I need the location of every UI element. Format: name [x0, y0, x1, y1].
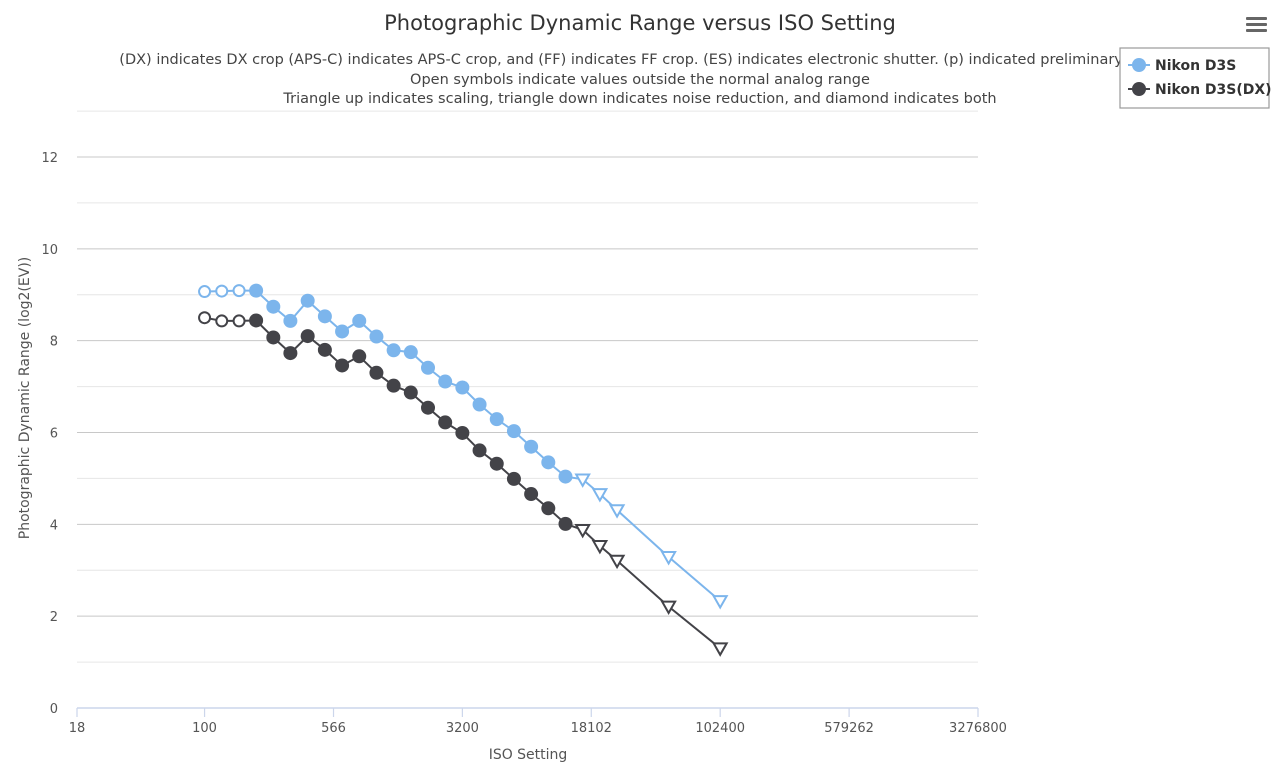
legend-marker [1132, 82, 1146, 96]
x-tick-label: 100 [192, 721, 217, 736]
chart-subtitle: (DX) indicates DX crop (APS-C) indicates… [119, 52, 1136, 107]
data-point[interactable] [541, 501, 556, 516]
x-tick-label: 3200 [446, 721, 479, 736]
y-tick-label: 0 [50, 702, 58, 717]
data-point-triangle-down[interactable] [591, 488, 609, 503]
data-point[interactable] [506, 471, 521, 486]
data-point[interactable] [489, 412, 504, 427]
series-layer [198, 283, 729, 657]
x-tick-label: 102400 [695, 721, 745, 736]
data-point[interactable] [369, 365, 384, 380]
data-point-triangle-down[interactable] [608, 504, 626, 519]
y-axis-label: Photographic Dynamic Range (log2(EV)) [17, 257, 33, 540]
data-point-triangle-down[interactable] [574, 523, 591, 539]
subtitle-line: Triangle up indicates scaling, triangle … [282, 91, 996, 107]
data-point-triangle-down[interactable] [711, 595, 729, 610]
series-line [204, 289, 721, 602]
data-point[interactable] [438, 374, 453, 389]
data-point[interactable] [317, 342, 332, 357]
data-point[interactable] [352, 313, 367, 328]
legend-label: Nikon D3S [1155, 58, 1236, 74]
legend-marker [1132, 58, 1146, 72]
data-point[interactable] [524, 487, 539, 502]
data-point[interactable] [541, 455, 556, 470]
data-point[interactable] [335, 324, 350, 339]
x-axis: 18 100 566 3200 18102 102400 579262 3276800 [69, 707, 1007, 736]
data-point-open[interactable] [215, 314, 229, 328]
data-point[interactable] [421, 360, 436, 375]
y-tick-label: 12 [41, 151, 58, 166]
data-point-triangle-down[interactable] [574, 473, 591, 488]
x-tick-label: 566 [321, 721, 346, 736]
legend-item-nikon-d3s-dx[interactable]: Nikon D3S(DX) [1128, 82, 1272, 98]
data-point[interactable] [266, 330, 281, 345]
data-point[interactable] [300, 293, 315, 308]
data-point[interactable] [472, 397, 487, 412]
data-point-open[interactable] [215, 284, 229, 298]
data-point-triangle-down[interactable] [660, 600, 677, 616]
x-tick-label: 18102 [571, 721, 612, 736]
data-point[interactable] [300, 329, 315, 344]
data-point-open[interactable] [198, 311, 212, 325]
data-point[interactable] [335, 358, 350, 373]
y-tick-label: 4 [50, 518, 58, 533]
subtitle-line: Open symbols indicate values outside the… [410, 72, 870, 88]
chart-title: Photographic Dynamic Range versus ISO Se… [384, 11, 896, 35]
series-nikon-d3s-dx[interactable] [198, 311, 729, 657]
x-axis-label: ISO Setting [489, 747, 568, 763]
data-point[interactable] [283, 346, 298, 361]
series-nikon-d3s[interactable] [198, 283, 729, 610]
y-tick-label: 6 [50, 427, 58, 442]
data-point[interactable] [421, 400, 436, 415]
data-point[interactable] [266, 299, 281, 314]
data-point[interactable] [506, 424, 521, 439]
data-point-triangle-down[interactable] [591, 540, 609, 555]
data-point[interactable] [283, 313, 298, 328]
grid [77, 110, 978, 663]
x-tick-label: 579262 [824, 721, 874, 736]
data-point[interactable] [352, 349, 367, 364]
hamburger-menu-icon[interactable] [1240, 12, 1272, 38]
data-point[interactable] [558, 469, 573, 484]
legend-item-nikon-d3s[interactable]: Nikon D3S [1128, 58, 1236, 74]
data-point[interactable] [369, 329, 384, 344]
subtitle-line: (DX) indicates DX crop (APS-C) indicates… [119, 52, 1136, 68]
y-tick-label: 8 [50, 335, 58, 350]
data-point[interactable] [558, 516, 573, 531]
x-tick-label: 18 [69, 721, 86, 736]
data-point[interactable] [403, 385, 418, 400]
data-point-triangle-down[interactable] [660, 551, 677, 566]
data-point[interactable] [249, 313, 264, 328]
y-tick-label: 2 [50, 610, 58, 625]
data-point[interactable] [403, 345, 418, 360]
data-point[interactable] [249, 283, 264, 298]
y-axis-ticks: 0 2 4 6 8 10 12 [41, 151, 58, 717]
legend[interactable]: Nikon D3S Nikon D3S(DX) [1119, 47, 1272, 109]
data-point-triangle-down[interactable] [608, 554, 626, 570]
data-point[interactable] [438, 415, 453, 430]
data-point[interactable] [317, 309, 332, 324]
series-line [204, 316, 721, 650]
data-point-open[interactable] [232, 314, 246, 328]
data-point[interactable] [386, 378, 401, 393]
legend-box [1119, 47, 1270, 109]
data-point[interactable] [455, 380, 470, 395]
data-point[interactable] [489, 456, 504, 471]
data-point[interactable] [386, 343, 401, 358]
data-point[interactable] [472, 443, 487, 458]
data-point-open[interactable] [198, 285, 212, 299]
data-point[interactable] [455, 425, 470, 440]
data-point-triangle-down[interactable] [711, 642, 729, 657]
data-point[interactable] [524, 439, 539, 454]
y-tick-label: 10 [41, 243, 58, 258]
legend-label: Nikon D3S(DX) [1155, 82, 1272, 98]
x-tick-label: 3276800 [949, 721, 1007, 736]
data-point-open[interactable] [232, 284, 246, 298]
